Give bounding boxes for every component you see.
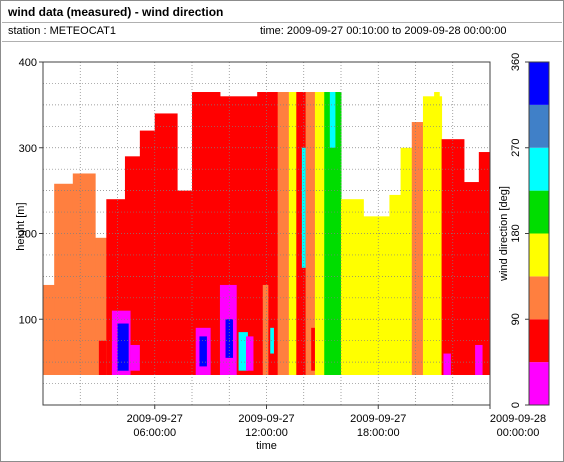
colorbar-bin (529, 362, 549, 405)
heatmap-segment (54, 183, 74, 375)
colorbar-tick-label: 90 (510, 313, 522, 325)
y-tick-label: 200 (19, 229, 37, 241)
heatmap-segment (154, 113, 178, 375)
x-axis-label: time (256, 440, 277, 452)
heatmap-segment (389, 194, 402, 375)
colorbar-bin (529, 319, 549, 363)
heatmap-segment (478, 152, 491, 375)
heatmap-segment (411, 122, 424, 375)
heatmap-patch (262, 284, 269, 375)
colorbar (528, 61, 550, 406)
heatmap-patch (246, 336, 254, 371)
colorbar-tick-label: 180 (510, 224, 522, 242)
heatmap-segment (400, 147, 413, 375)
heatmap-patch (199, 336, 207, 367)
heatmap-patch (238, 332, 248, 371)
colorbar-tick-label: 0 (510, 402, 522, 408)
colorbar-bin (529, 147, 549, 191)
heatmap-patch (117, 323, 129, 371)
heatmap-patch (434, 92, 440, 123)
x-tick-date-label: 2009-09-27 (127, 413, 183, 425)
colorbar-bin (529, 190, 549, 234)
x-tick-date-label: 2009-09-27 (350, 413, 406, 425)
title-bar: wind data (measured) - wind direction (2, 2, 562, 23)
grid-lines (43, 62, 490, 405)
y-axis-label: height [m] (15, 202, 27, 250)
x-tick-time-label: 12:00:00 (245, 427, 288, 439)
colorbar-bin (529, 62, 549, 105)
heatmap-patch (130, 344, 140, 371)
heatmap-segment (43, 284, 55, 375)
heatmap-segment (463, 182, 480, 375)
time-range-label: time: 2009-09-27 00:10:00 to 2009-09-28 … (260, 25, 507, 37)
info-bar: station : METEOCAT1 time: 2009-09-27 00:… (2, 23, 562, 42)
heatmap-segment (95, 237, 107, 375)
x-tick-time-label: 00:00:00 (497, 427, 540, 439)
heatmap-patch (329, 92, 336, 148)
y-tick-label: 400 (19, 57, 37, 69)
x-tick-time-label: 06:00:00 (133, 427, 176, 439)
heatmap-segment (422, 96, 443, 375)
x-tick-date-label: 2009-09-27 (238, 413, 294, 425)
heatmap-segment (363, 216, 390, 375)
x-tick-date-label: 2009-09-28 (490, 413, 546, 425)
chart-title: wind data (measured) - wind direction (8, 5, 224, 19)
colorbar-label: wind direction [deg] (498, 186, 510, 282)
heatmap-segment (341, 199, 364, 375)
heatmap-patch (475, 344, 483, 375)
colorbar-tick-label: 270 (510, 139, 522, 157)
colorbar-bin (529, 276, 549, 320)
heatmap-patch (443, 353, 451, 375)
colorbar-bin (529, 233, 549, 277)
heatmap-patch (270, 327, 274, 354)
heatmap-segment (324, 92, 342, 375)
x-axis-ticks: 2009-09-27 06:00:00 2009-09-27 12:00:00 2009… (127, 405, 546, 439)
colorbar-tick-label: 360 (510, 53, 522, 71)
heatmap-patch (98, 340, 107, 375)
heatmap-patch (301, 147, 306, 268)
heatmap-segment (139, 130, 156, 375)
y-tick-label: 300 (19, 143, 37, 155)
heatmap-segment (72, 173, 96, 375)
heatmap-segment (177, 190, 193, 375)
heatmap-segment (257, 92, 279, 375)
x-tick-time-label: 18:00:00 (357, 427, 400, 439)
colorbar-bin (529, 104, 549, 148)
y-tick-label: 100 (19, 314, 37, 326)
colorbar-ticks: 0 90 180 270 360 (510, 53, 529, 408)
y-axis-ticks: 100 200 300 400 (19, 57, 43, 326)
heatmap-patch (311, 327, 315, 371)
station-label: station : METEOCAT1 (8, 25, 116, 37)
